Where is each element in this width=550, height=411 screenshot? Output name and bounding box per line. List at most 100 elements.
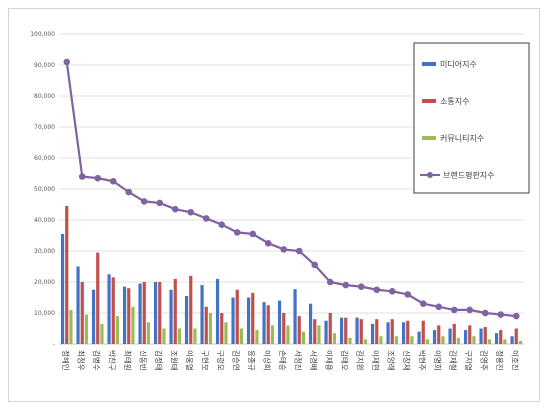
x-tick-label: 박찬구 — [107, 350, 117, 371]
line-point — [125, 188, 133, 196]
legend-label: 소통지수 — [440, 97, 469, 106]
bar — [146, 322, 151, 344]
x-tick-label: 최태원 — [123, 350, 133, 371]
bar — [138, 283, 142, 344]
line-point — [171, 205, 179, 213]
x-tick-label: 김재철 — [448, 350, 458, 371]
x-tick-label: 서경배 — [309, 350, 319, 371]
bar — [503, 339, 507, 344]
bar — [266, 305, 270, 344]
bar — [153, 282, 158, 344]
y-tick-label: - — [53, 341, 55, 348]
bar — [406, 320, 410, 344]
bar — [76, 266, 80, 344]
bar — [487, 339, 492, 344]
x-tick-label: 손태승 — [278, 350, 287, 371]
line-point — [140, 198, 148, 205]
bar — [344, 317, 348, 344]
bar — [224, 322, 228, 344]
line-point — [94, 174, 102, 182]
bar — [468, 325, 472, 344]
bar — [115, 316, 120, 344]
line-point — [326, 278, 334, 286]
y-tick-label: 60,000 — [34, 155, 55, 162]
bar — [122, 286, 127, 344]
bar — [270, 325, 275, 344]
bar — [332, 333, 337, 344]
line-point — [109, 177, 117, 185]
line-point — [450, 306, 458, 314]
line-point — [342, 281, 350, 289]
x-tick-label: 신창재 — [402, 350, 411, 371]
x-tick-label: 정해인 — [61, 350, 71, 371]
bar — [251, 292, 255, 344]
bar — [220, 313, 224, 344]
bar — [339, 317, 344, 344]
bar — [235, 289, 239, 344]
line-point — [373, 286, 381, 294]
x-tick-label: 김병수 — [92, 350, 102, 371]
x-tick-label: 조원태 — [169, 350, 178, 371]
bar — [127, 288, 131, 344]
bar — [483, 326, 487, 344]
line-point — [311, 261, 319, 269]
line-point — [249, 230, 257, 238]
bar — [169, 289, 173, 344]
line-point — [295, 247, 303, 255]
line-point — [264, 239, 272, 247]
bar — [162, 328, 166, 344]
bar — [386, 322, 390, 344]
bar — [184, 295, 189, 344]
bar — [441, 336, 445, 344]
bar — [246, 297, 251, 344]
bar — [432, 330, 437, 344]
bar — [375, 319, 379, 344]
bar — [142, 282, 146, 344]
x-tick-label: 이상희 — [262, 350, 272, 371]
x-tick-label: 김영주 — [479, 350, 489, 371]
bar — [313, 319, 317, 344]
y-tick-label: 20,000 — [34, 279, 55, 286]
bar — [200, 285, 204, 344]
x-tick-label: 김태오 — [340, 350, 350, 371]
bar — [518, 340, 523, 344]
bar — [301, 331, 306, 344]
series-line-0 — [63, 58, 520, 320]
x-tick-label: 이명희 — [433, 350, 443, 371]
legend-label: 브랜드평판지수 — [443, 170, 495, 180]
bar — [472, 336, 476, 344]
y-tick-label: 10,000 — [34, 310, 55, 317]
bar — [437, 325, 441, 344]
legend-swatch — [422, 62, 436, 66]
bar — [499, 330, 503, 344]
legend-label: 미디어지수 — [440, 59, 477, 69]
y-tick-label: 100,000 — [30, 31, 55, 38]
x-tick-label: 구자열 — [464, 350, 473, 371]
bar — [452, 323, 456, 344]
line-point — [187, 208, 195, 216]
bar — [463, 330, 468, 344]
legend-swatch — [422, 136, 436, 140]
bar — [293, 289, 297, 344]
bar — [394, 336, 399, 344]
series-bars-2 — [69, 306, 523, 344]
y-tick-label: 50,000 — [34, 186, 55, 193]
bar — [355, 317, 359, 344]
x-tick-label: 윤종규 — [247, 350, 256, 371]
line-point — [404, 291, 412, 298]
bar — [177, 328, 182, 344]
bar — [189, 275, 193, 344]
x-tick-label: 정용진 — [495, 350, 505, 371]
chart-frame: - 10,000 20,000 30,000 40,000 50,000 60,000 70,… — [8, 8, 540, 402]
bar — [65, 206, 69, 344]
line-point — [63, 58, 71, 66]
bar — [370, 323, 375, 344]
x-tick-label: 구광모 — [216, 350, 226, 371]
y-tick-label: 30,000 — [34, 248, 55, 255]
bar — [100, 323, 104, 344]
x-tick-label: 김정태 — [154, 350, 164, 371]
x-tick-label: 구현모 — [200, 350, 209, 371]
line-point — [156, 199, 164, 207]
legend-label: 커뮤니티지수 — [440, 133, 484, 143]
